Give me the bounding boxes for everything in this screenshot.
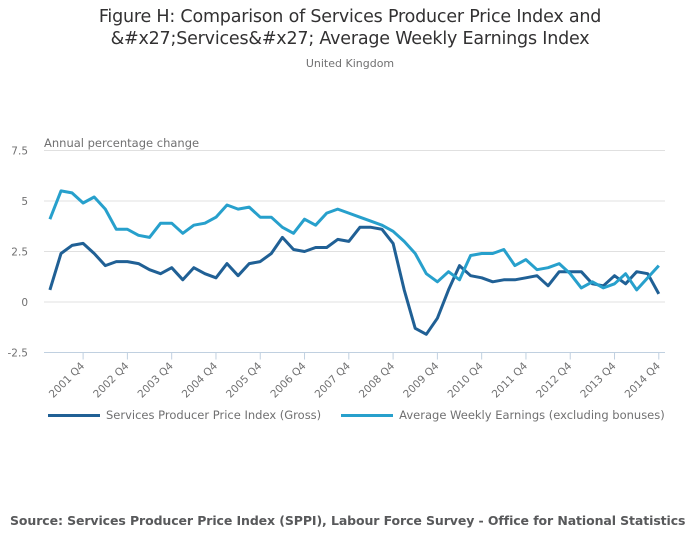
- series-line-sppi: [48, 225, 661, 336]
- x-tick-label: 2014 Q4: [623, 360, 664, 401]
- x-tick-label: 2010 Q4: [445, 360, 486, 401]
- x-tick-label: 2002 Q4: [91, 360, 132, 401]
- legend-item-awe[interactable]: Average Weekly Earnings (excluding bonus…: [341, 408, 665, 422]
- x-tick-label: 2013 Q4: [578, 360, 619, 401]
- y-tick-label: 7.5: [11, 146, 28, 158]
- series-lines: [48, 189, 661, 336]
- x-tick-label: 2001 Q4: [47, 360, 88, 401]
- legend-label-awe: Average Weekly Earnings (excluding bonus…: [399, 408, 665, 422]
- source-note: Source: Services Producer Price Index (S…: [10, 513, 686, 528]
- legend-swatch-awe: [341, 413, 394, 417]
- y-axis-title: Annual percentage change: [44, 136, 199, 150]
- legend-swatch-sppi: [48, 413, 100, 417]
- x-tick-label: 2003 Q4: [135, 360, 176, 401]
- x-tick-label: 2005 Q4: [224, 360, 265, 401]
- x-tick-label: 2009 Q4: [401, 360, 442, 401]
- x-tick-label: 2008 Q4: [357, 360, 398, 401]
- x-tick-label: 2006 Q4: [268, 360, 309, 401]
- y-tick-label: 5: [21, 196, 28, 208]
- y-axis-ticks: 7.5 5 2.5 0 -2.5: [8, 146, 29, 360]
- chart-title-line-1: Figure H: Comparison of Services Produce…: [98, 7, 602, 27]
- chart-title-line-2: &#x27;Services&#x27; Average Weekly Earn…: [110, 29, 590, 49]
- legend-item-sppi[interactable]: Services Producer Price Index (Gross): [48, 408, 321, 422]
- x-tick-label: 2011 Q4: [490, 360, 531, 401]
- x-tick-label: 2004 Q4: [180, 360, 221, 401]
- gridlines: [44, 150, 665, 303]
- y-tick-label: -2.5: [8, 348, 29, 360]
- legend-label-sppi: Services Producer Price Index (Gross): [106, 408, 322, 422]
- x-tick-label: 2012 Q4: [534, 360, 575, 401]
- x-axis: 2001 Q4 2002 Q4 2003 Q4 2004 Q4 2005 Q4 2006 …: [44, 352, 665, 401]
- y-tick-label: 2.5: [11, 247, 28, 259]
- x-tick-label: 2007 Q4: [313, 360, 354, 401]
- chart-title: Figure H: Comparison of Services Produce…: [0, 6, 700, 50]
- legend: Services Producer Price Index (Gross) Av…: [48, 408, 685, 422]
- chart-subtitle: United Kingdom: [305, 57, 395, 70]
- series-line-awe: [48, 189, 660, 292]
- y-tick-label: 0: [21, 297, 28, 309]
